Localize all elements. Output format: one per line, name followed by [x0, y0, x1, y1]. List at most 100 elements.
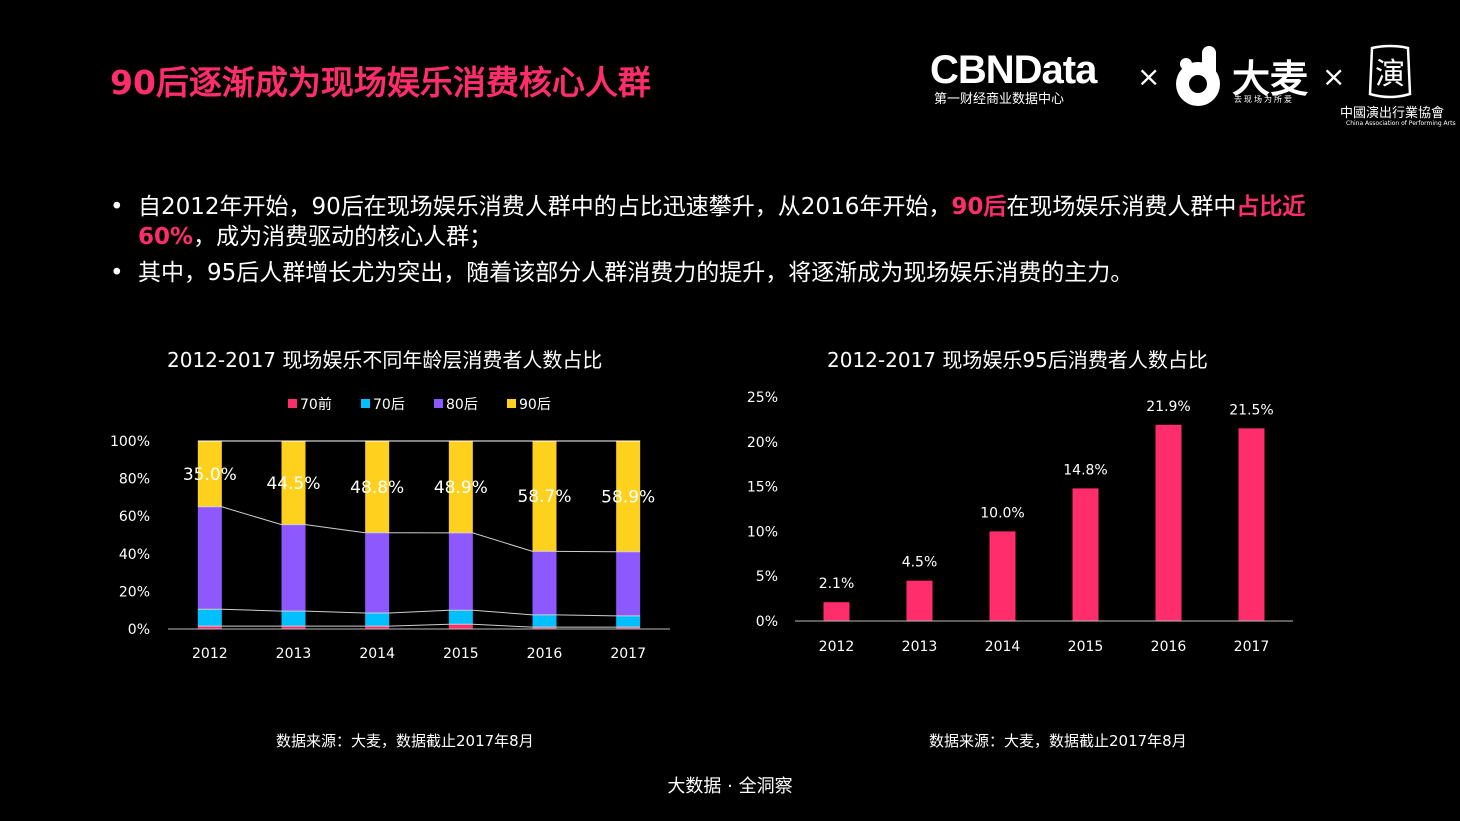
bar-90后-2015: [448, 441, 473, 533]
single-chart-title: 2012-2017 现场娱乐95后消费者人数占比: [827, 348, 1208, 372]
x-tick-label: 2014: [985, 639, 1021, 655]
bar-90后-2014: [365, 441, 390, 533]
y-tick-label: 20%: [119, 584, 150, 600]
legend-label-80后: 80后: [446, 397, 478, 413]
data-label: 10.0%: [980, 505, 1024, 521]
y-tick-label: 0%: [128, 622, 150, 638]
series-connector-line: [197, 506, 641, 553]
single-bar-chart: 0% 5% 10% 15% 20% 25% 2.1% 2012 4.5% 2013 10.0% 201…: [747, 390, 1293, 655]
cbndata-logo: CBNData 第一财经商业数据中心: [930, 48, 1097, 108]
bullet-dot: •: [110, 260, 124, 286]
bar-70前-2013: [281, 626, 306, 629]
x-tick-label: 2016: [527, 646, 563, 662]
legend-label-90后: 90后: [519, 397, 551, 413]
y-tick-label: 80%: [119, 472, 150, 488]
bullet-1-highlight-1: 90后: [951, 194, 1007, 220]
y-tick-label: 10%: [747, 524, 778, 540]
bar-2017: [1238, 428, 1265, 621]
data-label: 4.5%: [902, 555, 938, 571]
data-label: 58.7%: [517, 487, 571, 507]
damai-logo: 大麦 去现场为所爱: [1172, 44, 1312, 124]
bar-70前-2017: [616, 627, 641, 629]
x-tick-label: 2013: [276, 646, 312, 662]
bullet-1-part-1: 自2012年开始，90后在现场娱乐消费人群中的占比迅速攀升，从2016年开始，: [138, 194, 952, 220]
data-label: 44.5%: [266, 474, 320, 494]
cbndata-subtitle: 第一财经商业数据中心: [934, 92, 1065, 107]
x-tick-label: 2015: [443, 646, 479, 662]
bar-70后-2014: [365, 613, 390, 627]
x-tick-label: 2012: [192, 646, 228, 662]
bullet-2-text: 其中，95后人群增长尤为突出，随着该部分人群消费力的提升，将逐渐成为现场娱乐消费…: [138, 260, 1134, 286]
data-label: 58.9%: [601, 487, 655, 507]
damai-slogan: 去现场为所爱: [1234, 95, 1294, 104]
single-chart-source: 数据来源：大麦，数据截止2017年8月: [929, 732, 1187, 750]
damai-name: 大麦: [1232, 57, 1309, 101]
bar-70前-2015: [448, 624, 473, 629]
cbndata-name: CBNData: [930, 48, 1097, 92]
x-tick-label: 2017: [1234, 639, 1270, 655]
bar-70后-2017: [616, 615, 641, 628]
times-separator-1: ×: [1137, 60, 1161, 93]
bullet-item-2: • 其中，95后人群增长尤为突出，随着该部分人群消费力的提升，将逐渐成为现场娱乐…: [110, 258, 1360, 288]
bar-90后-2012: [197, 441, 222, 507]
data-label: 21.9%: [1146, 399, 1190, 415]
y-tick-label: 100%: [110, 434, 150, 450]
bar-90后-2016: [532, 441, 557, 552]
capa-seal-icon: 演: [1368, 44, 1412, 99]
legend-swatch-70前: [288, 399, 297, 408]
data-label: 21.5%: [1229, 402, 1273, 418]
damai-mark-icon: [1176, 46, 1220, 106]
bar-2016: [1155, 424, 1182, 621]
stacked-chart-title: 2012-2017 现场娱乐不同年龄层消费者人数占比: [167, 348, 603, 372]
bar-80后-2016: [532, 551, 557, 615]
bar-70后-2016: [532, 614, 557, 628]
x-tick-label: 2012: [819, 639, 855, 655]
x-tick-label: 2017: [610, 646, 646, 662]
legend-swatch-90后: [507, 399, 516, 408]
bar-80后-2017: [616, 551, 641, 616]
bar-80后-2013: [281, 524, 306, 612]
bar-80后-2015: [448, 532, 473, 611]
y-tick-label: 15%: [747, 480, 778, 496]
legend-swatch-80后: [434, 399, 443, 408]
data-label: 2.1%: [819, 576, 855, 592]
bullet-1-highlight-2: 占比近60%: [138, 194, 1306, 250]
partner-logos: CBNData 第一财经商业数据中心 × 大麦 去现场为所爱 × 演 中國演出行…: [930, 44, 1456, 134]
bullet-1-part-5: ，成为消费驱动的核心人群；: [193, 224, 493, 250]
bar-70前-2012: [197, 626, 222, 629]
bar-80后-2012: [197, 506, 222, 610]
y-tick-label: 25%: [747, 390, 778, 406]
bar-2013: [906, 580, 933, 621]
y-tick-label: 20%: [747, 435, 778, 451]
y-tick-label: 0%: [756, 614, 778, 630]
x-tick-label: 2015: [1068, 639, 1104, 655]
page-footer: 大数据 · 全洞察: [667, 776, 793, 797]
bullet-item-1: • 自2012年开始，90后在现场娱乐消费人群中的占比迅速攀升，从2016年开始…: [110, 192, 1360, 252]
bar-2015: [1072, 488, 1099, 621]
capa-seal-glyph: 演: [1375, 57, 1405, 92]
bullet-dot: •: [110, 194, 124, 220]
series-connector-line: [197, 623, 641, 628]
bar-70前-2014: [365, 626, 390, 629]
capa-english-name: China Association of Performing Arts: [1346, 120, 1456, 127]
data-label: 48.9%: [434, 478, 488, 498]
capa-logo: 演 中國演出行業協會 China Association of Performi…: [1340, 44, 1456, 130]
series-connector-line: [197, 608, 641, 617]
stacked-bar-chart: 70前 70后 80后 90后 0% 20% 40% 60% 80% 100% 2012 2013 20…: [110, 396, 670, 662]
bar-70后-2013: [281, 611, 306, 627]
bar-70后-2012: [197, 609, 222, 627]
page-title: 90后逐渐成为现场娱乐消费核心人群: [110, 63, 651, 102]
bar-2014: [989, 531, 1016, 621]
stacked-chart-source: 数据来源：大麦，数据截止2017年8月: [276, 732, 534, 750]
y-tick-label: 60%: [119, 509, 150, 525]
bullet-list: • 自2012年开始，90后在现场娱乐消费人群中的占比迅速攀升，从2016年开始…: [110, 192, 1360, 294]
bar-2012: [823, 602, 850, 621]
legend-label-70前: 70前: [300, 396, 332, 413]
bar-80后-2014: [365, 532, 390, 614]
times-separator-2: ×: [1322, 60, 1346, 93]
data-label: 35.0%: [183, 465, 237, 485]
y-tick-label: 5%: [756, 569, 778, 585]
x-tick-label: 2014: [359, 646, 395, 662]
x-tick-label: 2013: [902, 639, 938, 655]
bar-70后-2015: [448, 610, 473, 625]
